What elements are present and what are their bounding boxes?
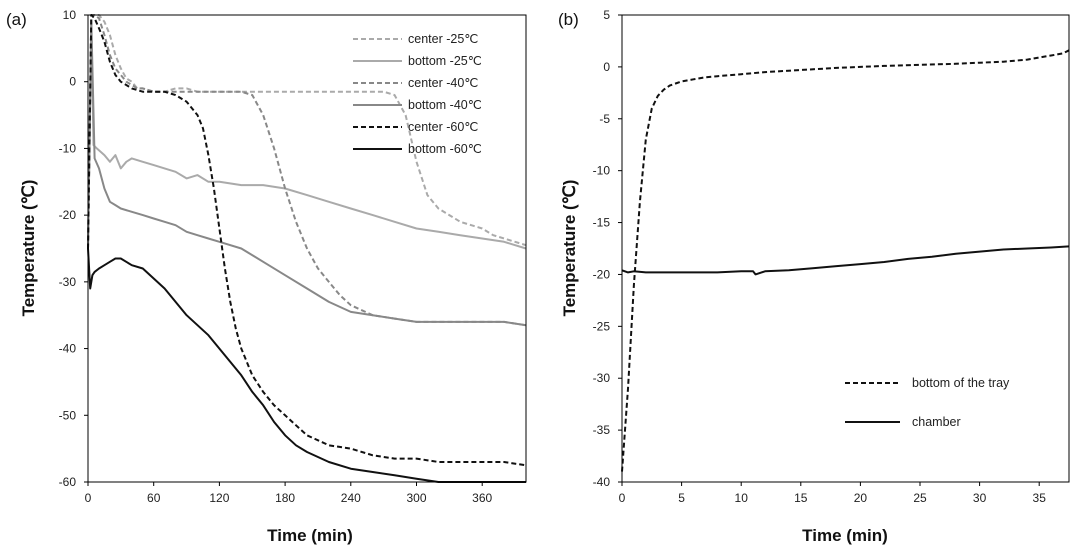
panel-b-x-axis-title: Time (min)	[802, 526, 888, 545]
panel-b-legend-label-0: bottom of the tray	[912, 376, 1010, 390]
panel-b-y-tick-label: -30	[593, 371, 611, 385]
panel-a-chart: (a) Temperature (℃) Time (min) 0 60 120 180…	[6, 8, 527, 545]
panel-a-x-tick-label: 180	[275, 491, 295, 505]
panel-b-chart: (b) Temperature (℃) Time (min) 0 5 10 15 20 2…	[558, 8, 1070, 545]
panel-b-y-tick-label: -40	[593, 475, 611, 489]
panel-a-x-tick-label: 0	[85, 491, 92, 505]
panel-a-y-tick-label: -30	[59, 275, 77, 289]
panel-b-x-tick-label: 15	[794, 491, 808, 505]
panel-a-series-line-0	[87, 14, 527, 249]
panel-b-y-tick-label: -10	[593, 164, 611, 178]
panel-a-y-tick-label: -10	[59, 141, 77, 155]
panel-a-x-tick-label: 120	[209, 491, 229, 505]
panel-a-series	[87, 14, 527, 483]
panel-a-x-axis-title: Time (min)	[267, 526, 353, 545]
panel-b-y-tick-label: -35	[593, 423, 611, 437]
panel-a-x-tick-label: 300	[406, 491, 426, 505]
panel-b-x-tick-label: 20	[854, 491, 868, 505]
panel-b-x-tick-label: 0	[619, 491, 626, 505]
panel-a-x-tick-label: 60	[147, 491, 161, 505]
panel-b-y-tick-label: -20	[593, 267, 611, 281]
panel-b-y-tick-label: 0	[603, 60, 610, 74]
panel-b-x-tick-label: 30	[973, 491, 987, 505]
panel-a-y-tick-label: -40	[59, 342, 77, 356]
panel-a-series-line-1	[87, 20, 527, 250]
panel-a-y-axis-title: Temperature (℃)	[19, 180, 38, 317]
panel-b-y-tick-label: -15	[593, 216, 611, 230]
panel-a-y-tick-label: 0	[69, 75, 76, 89]
panel-b-x-tick-label: 5	[678, 491, 685, 505]
panel-b-y-axis-title: Temperature (℃)	[560, 180, 579, 317]
panel-a-legend-label-0: center -25℃	[408, 32, 478, 46]
panel-b-ticks: 0 5 10 15 20 25 30 35 5 0 -5 -10 -15 -20 -25 -30 -35 -40	[593, 8, 1047, 505]
panel-b-x-tick-label: 35	[1033, 491, 1047, 505]
panel-a-legend-label-5: bottom -60℃	[408, 142, 482, 156]
panel-a-legend-label-4: center -60℃	[408, 120, 478, 134]
panel-b-legend: bottom of the tray chamber	[845, 376, 1010, 429]
panel-b-series	[621, 49, 1070, 472]
panel-b-label: (b)	[558, 10, 579, 29]
panel-a-ticks: 0 60 120 180 240 300 360 10 0 -10 -20 -30 -40 -50 -60	[59, 8, 493, 505]
panel-b-series-line-1	[621, 245, 1070, 276]
panel-a-legend: center -25℃ bottom -25℃ center -40℃ bottom …	[353, 32, 482, 156]
panel-a-legend-label-2: center -40℃	[408, 76, 478, 90]
panel-a-plot-frame	[87, 14, 527, 483]
panel-a-y-tick-label: -20	[59, 208, 77, 222]
panel-a-y-tick-label: -60	[59, 475, 77, 489]
panel-a-series-line-4	[87, 14, 527, 467]
panel-b-series-line-0	[621, 49, 1070, 472]
panel-a-legend-label-1: bottom -25℃	[408, 54, 482, 68]
panel-b-plot-frame	[621, 14, 1070, 483]
panel-a-y-tick-label: 10	[63, 8, 77, 22]
panel-a-x-tick-label: 240	[341, 491, 361, 505]
panel-a-y-tick-label: -50	[59, 408, 77, 422]
panel-a-legend-label-3: bottom -40℃	[408, 98, 482, 112]
panel-a-series-line-5	[87, 248, 526, 483]
panel-a-series-line-3	[87, 20, 527, 327]
panel-a-x-tick-label: 360	[472, 491, 492, 505]
panel-b-y-tick-label: -5	[599, 112, 610, 126]
panel-b-y-tick-label: 5	[603, 8, 610, 22]
panel-b-x-tick-label: 10	[735, 491, 749, 505]
panel-b-x-tick-label: 25	[913, 491, 927, 505]
panel-b-legend-label-1: chamber	[912, 415, 961, 429]
panel-b-y-tick-label: -25	[593, 319, 611, 333]
panel-a-label: (a)	[6, 10, 27, 29]
